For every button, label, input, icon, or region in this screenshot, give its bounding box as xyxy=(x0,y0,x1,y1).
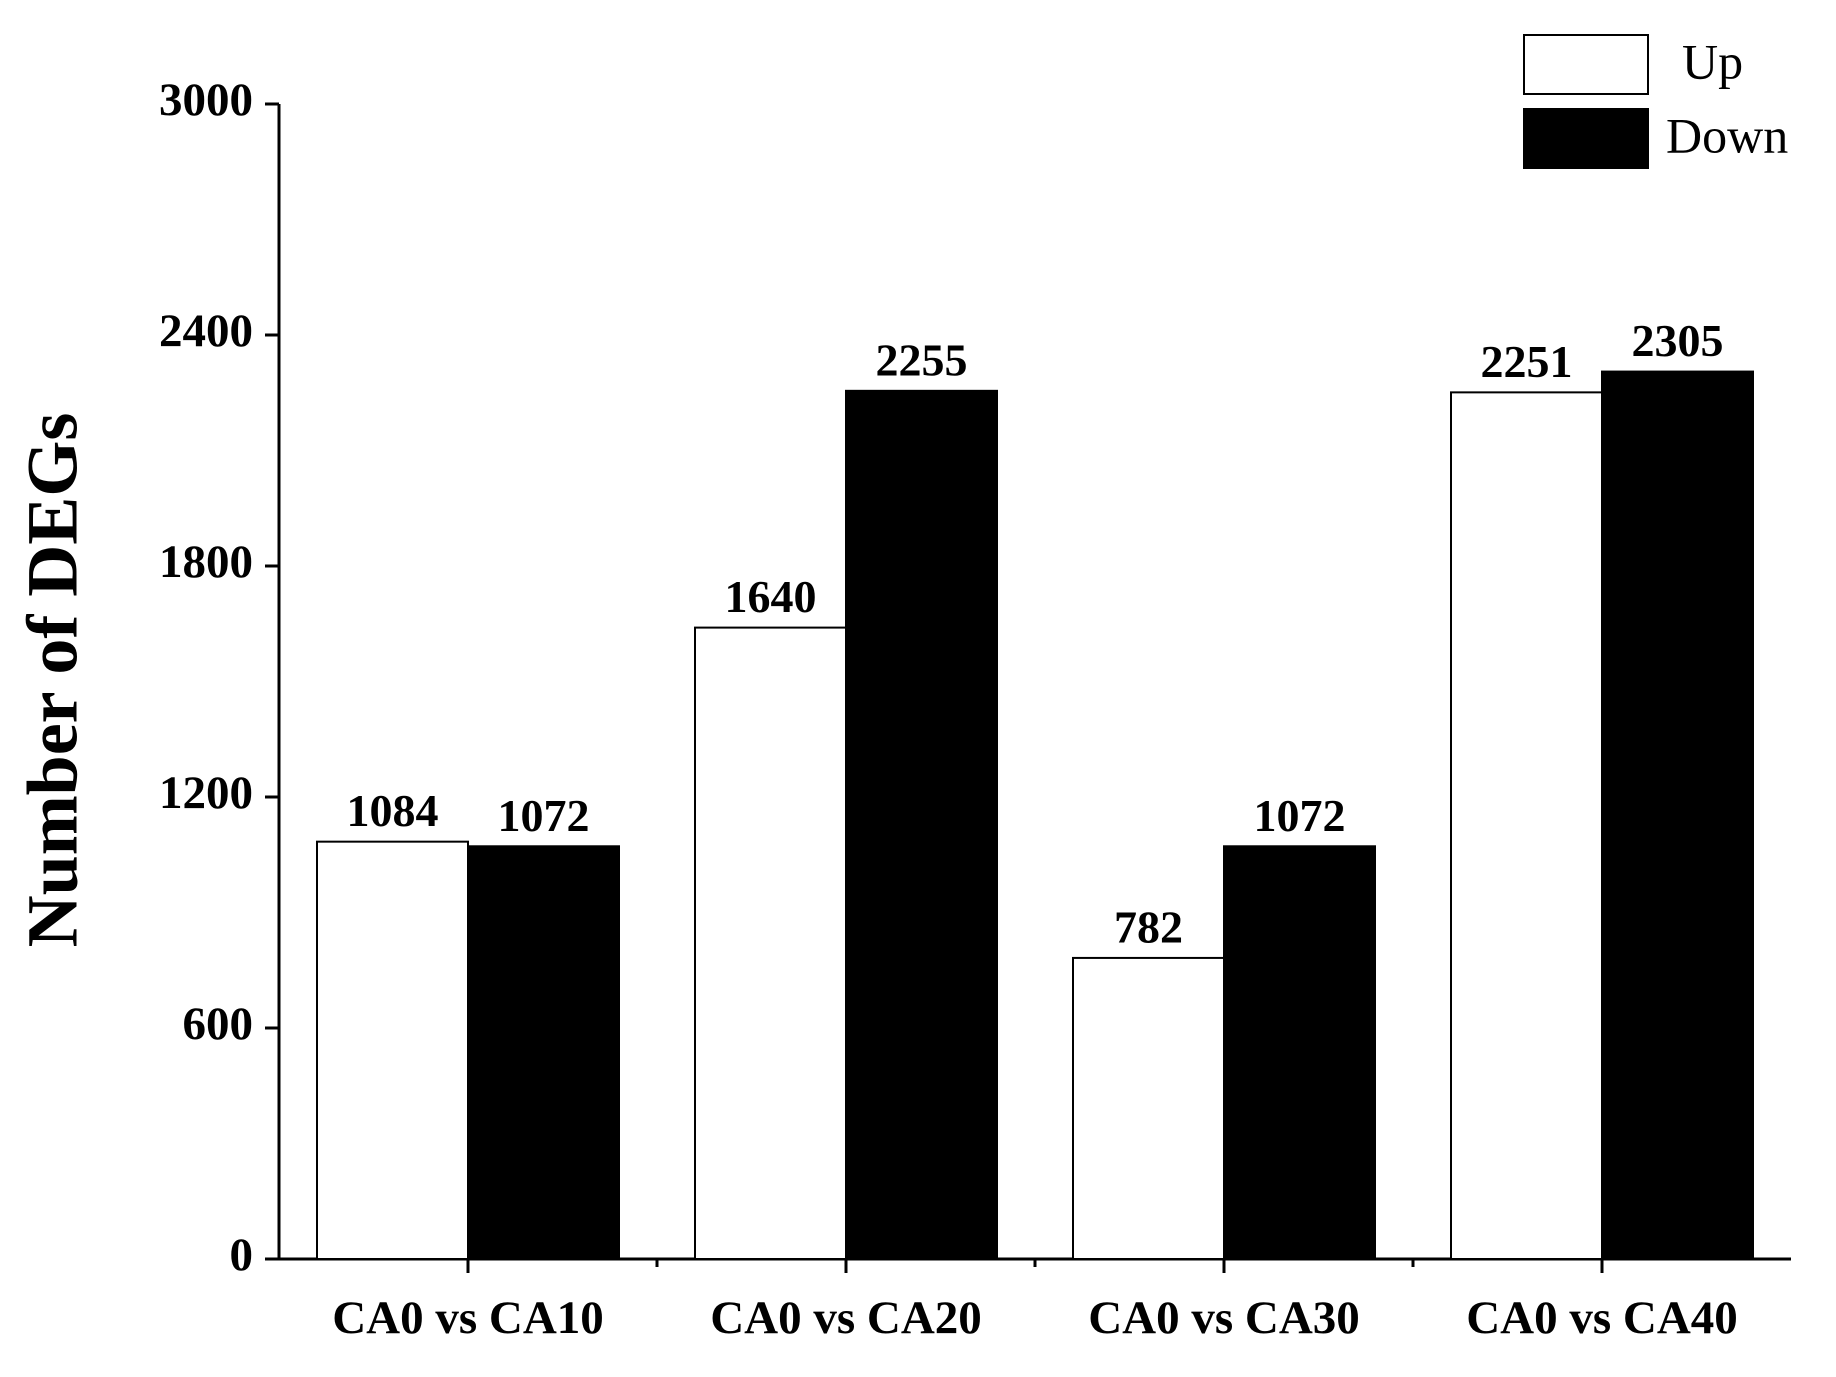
y-axis-label: Number of DEGs xyxy=(13,413,93,948)
value-label: 782 xyxy=(1114,901,1183,952)
x-tick-label: CA0 vs CA20 xyxy=(710,1292,982,1344)
bar xyxy=(316,840,469,1260)
x-tick-label: CA0 vs CA30 xyxy=(1088,1292,1360,1344)
y-tick-label: 3000 xyxy=(159,74,253,126)
y-tick-label: 1200 xyxy=(159,767,253,819)
y-tick-label: 600 xyxy=(183,998,254,1050)
y-tick-label: 1800 xyxy=(159,536,253,588)
x-tick-label: CA0 vs CA40 xyxy=(1466,1292,1738,1344)
value-label: 2305 xyxy=(1632,315,1724,366)
value-label: 2251 xyxy=(1481,336,1573,387)
bar xyxy=(1223,845,1376,1261)
legend-swatch xyxy=(1523,108,1649,169)
value-label: 1072 xyxy=(1254,790,1346,841)
bar xyxy=(845,389,998,1260)
legend-label: Down xyxy=(1666,107,1788,163)
bar xyxy=(1072,956,1225,1260)
legend-label: Up xyxy=(1682,33,1743,89)
bar xyxy=(694,626,847,1260)
bar xyxy=(1601,370,1754,1260)
y-tick-label: 2400 xyxy=(159,305,253,357)
value-label: 1084 xyxy=(347,785,439,836)
y-tick-label: 0 xyxy=(230,1229,254,1281)
x-tick-label: CA0 vs CA10 xyxy=(332,1292,604,1344)
bar xyxy=(1450,391,1603,1260)
value-label: 2255 xyxy=(876,334,968,385)
bar xyxy=(467,845,620,1261)
value-label: 1072 xyxy=(498,790,590,841)
legend-swatch xyxy=(1523,34,1649,95)
value-label: 1640 xyxy=(725,571,817,622)
